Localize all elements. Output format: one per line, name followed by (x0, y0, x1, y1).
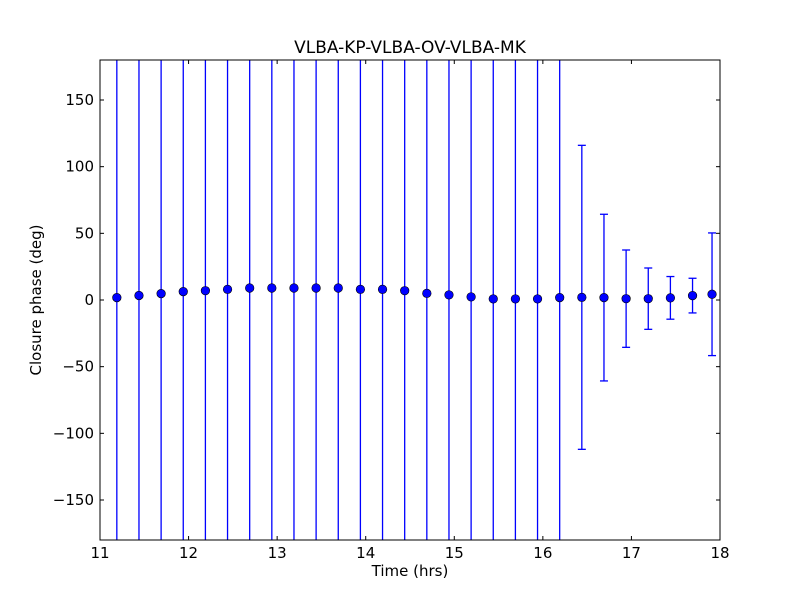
data-point (289, 283, 299, 293)
y-tick-label: −50 (62, 358, 94, 376)
y-axis-label: Closure phase (deg) (27, 225, 45, 376)
data-point (200, 286, 210, 296)
data-point (466, 292, 476, 302)
y-tick-label: 50 (75, 224, 94, 242)
data-marks (112, 60, 717, 540)
data-point (577, 292, 587, 302)
data-point (156, 289, 166, 299)
data-point (333, 283, 343, 293)
data-point (112, 293, 122, 303)
x-tick-label: 16 (533, 544, 552, 562)
y-tick-label: 0 (84, 291, 94, 309)
data-point (532, 294, 543, 304)
y-tick-label: 100 (65, 158, 94, 176)
data-point (707, 289, 717, 299)
data-point (510, 294, 521, 304)
y-tick-label: −150 (53, 491, 94, 509)
data-point (555, 293, 565, 303)
x-tick-label: 13 (268, 544, 287, 562)
data-point (665, 293, 676, 303)
data-point (422, 288, 432, 298)
data-point (178, 287, 188, 297)
y-tick-label: 150 (65, 91, 94, 109)
data-point (488, 294, 498, 304)
chart-title: VLBA-KP-VLBA-OV-VLBA-MK (294, 38, 527, 58)
data-point (377, 284, 388, 294)
x-tick-label: 11 (90, 544, 109, 562)
data-point (245, 283, 255, 293)
x-tick-label: 15 (445, 544, 464, 562)
axis-ticks: 11 12 13 14 15 16 17 18 −150 −100 −50 0 50 100 150 (53, 60, 730, 562)
data-point (444, 290, 454, 300)
data-point (643, 294, 653, 304)
data-point (222, 284, 233, 294)
x-tick-label: 17 (622, 544, 641, 562)
data-point (400, 286, 410, 296)
data-point (311, 283, 321, 293)
data-point (599, 293, 609, 303)
x-tick-label: 12 (179, 544, 198, 562)
x-axis-label: Time (hrs) (371, 562, 449, 580)
plot-area (100, 60, 720, 540)
data-point (355, 284, 366, 294)
x-tick-label: 18 (710, 544, 729, 562)
data-point (687, 291, 698, 301)
y-tick-label: −100 (53, 424, 94, 442)
data-point (267, 283, 277, 293)
data-point (134, 290, 144, 301)
data-point (621, 294, 631, 304)
x-tick-label: 14 (356, 544, 375, 562)
